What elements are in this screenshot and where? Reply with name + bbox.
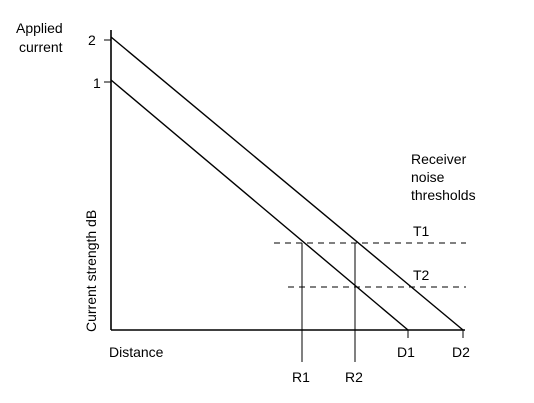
- y-axis-title-line2: current: [19, 39, 63, 55]
- marker-d1: D1: [397, 344, 415, 360]
- attenuation-line-current-1: [110, 79, 409, 331]
- marker-d2: D2: [452, 344, 470, 360]
- attenuation-line-current-2: [110, 36, 464, 331]
- x-axis-label: Distance: [109, 344, 164, 360]
- thresholds-title-line2: noise: [411, 169, 445, 185]
- marker-r2: R2: [345, 369, 363, 385]
- thresholds-title-line1: Receiver: [411, 151, 467, 167]
- threshold-label-t1: T1: [413, 223, 430, 239]
- y-tick-label-1: 1: [93, 75, 101, 91]
- y-tick-label-2: 2: [88, 32, 96, 48]
- thresholds-title-line3: thresholds: [411, 187, 476, 203]
- y-axis-title-line1: Applied: [16, 20, 63, 36]
- y-axis-label: Current strength dB: [83, 210, 99, 332]
- marker-r1: R1: [292, 369, 310, 385]
- threshold-label-t2: T2: [413, 267, 430, 283]
